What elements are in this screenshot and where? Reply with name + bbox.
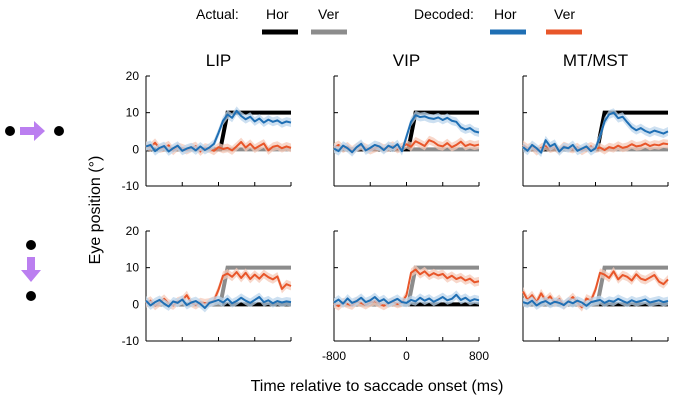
- y-tick-label: -10: [122, 334, 140, 348]
- panel-title-lip: LIP: [206, 51, 232, 70]
- legend-decoded-ver-label: Ver: [554, 6, 575, 22]
- panel-r1-c2: [522, 230, 669, 342]
- decoded-hor-trace: [522, 297, 669, 307]
- horizontal-saccade-icon: [5, 121, 64, 141]
- x-tick-label: 800: [469, 349, 489, 363]
- y-tick-label: 20: [126, 224, 140, 238]
- legend-actual-label: Actual:: [196, 6, 239, 22]
- y-tick-label: 10: [126, 261, 140, 275]
- decoded-hor-trace: [145, 296, 292, 309]
- legend-actual-ver-label: Ver: [318, 6, 339, 22]
- panel-r1-c0: -10 0 10 20: [122, 224, 292, 348]
- decoded-hor-trace: [145, 109, 292, 153]
- y-tick-label: 0: [132, 297, 139, 311]
- fixation-dot-left: [5, 126, 15, 136]
- decoded-hor-trace: [522, 111, 669, 154]
- panel-title-mt-mst: MT/MST: [563, 51, 628, 70]
- decoded-hor-error-band: [146, 292, 291, 313]
- legend-actual-hor-label: Hor: [266, 6, 289, 22]
- y-tick-label: -10: [122, 179, 140, 193]
- y-tick-label: 0: [132, 142, 139, 156]
- target-dot-right: [54, 126, 64, 136]
- target-dot-bottom: [26, 291, 36, 301]
- arrow-down-icon: [21, 257, 41, 282]
- x-tick-label: -800: [322, 349, 346, 363]
- y-tick-label: 20: [126, 69, 140, 83]
- vertical-saccade-icon: [21, 240, 41, 301]
- panel-r0-c2: [522, 75, 669, 187]
- legend-decoded-label: Decoded:: [414, 6, 474, 22]
- legend: Actual: Hor Ver Decoded: Hor Ver: [196, 6, 582, 35]
- legend-decoded-hor-label: Hor: [494, 6, 517, 22]
- decoded-hor-error-band: [334, 290, 479, 308]
- decoded-hor-error-band: [523, 294, 668, 311]
- decoded-hor-trace: [333, 114, 480, 154]
- y-tick-label: 10: [126, 106, 140, 120]
- panel-r0-c0: -10 0 10 20: [122, 69, 292, 193]
- panel-title-vip: VIP: [393, 51, 420, 70]
- arrow-right-icon: [20, 121, 45, 141]
- x-tick-label: 0: [403, 349, 410, 363]
- y-axis-label: Eye position (°): [87, 156, 104, 265]
- panels: LIP VIP MT/MST -10 0 10 20 -10 0 10 20 -800 0 800: [122, 51, 669, 363]
- x-axis-label: Time relative to saccade onset (ms): [251, 378, 504, 395]
- decoded-hor-trace: [333, 293, 480, 305]
- panel-r0-c1: [333, 75, 480, 187]
- panel-r1-c1: -800 0 800: [322, 230, 489, 363]
- fixation-dot-top: [26, 240, 36, 250]
